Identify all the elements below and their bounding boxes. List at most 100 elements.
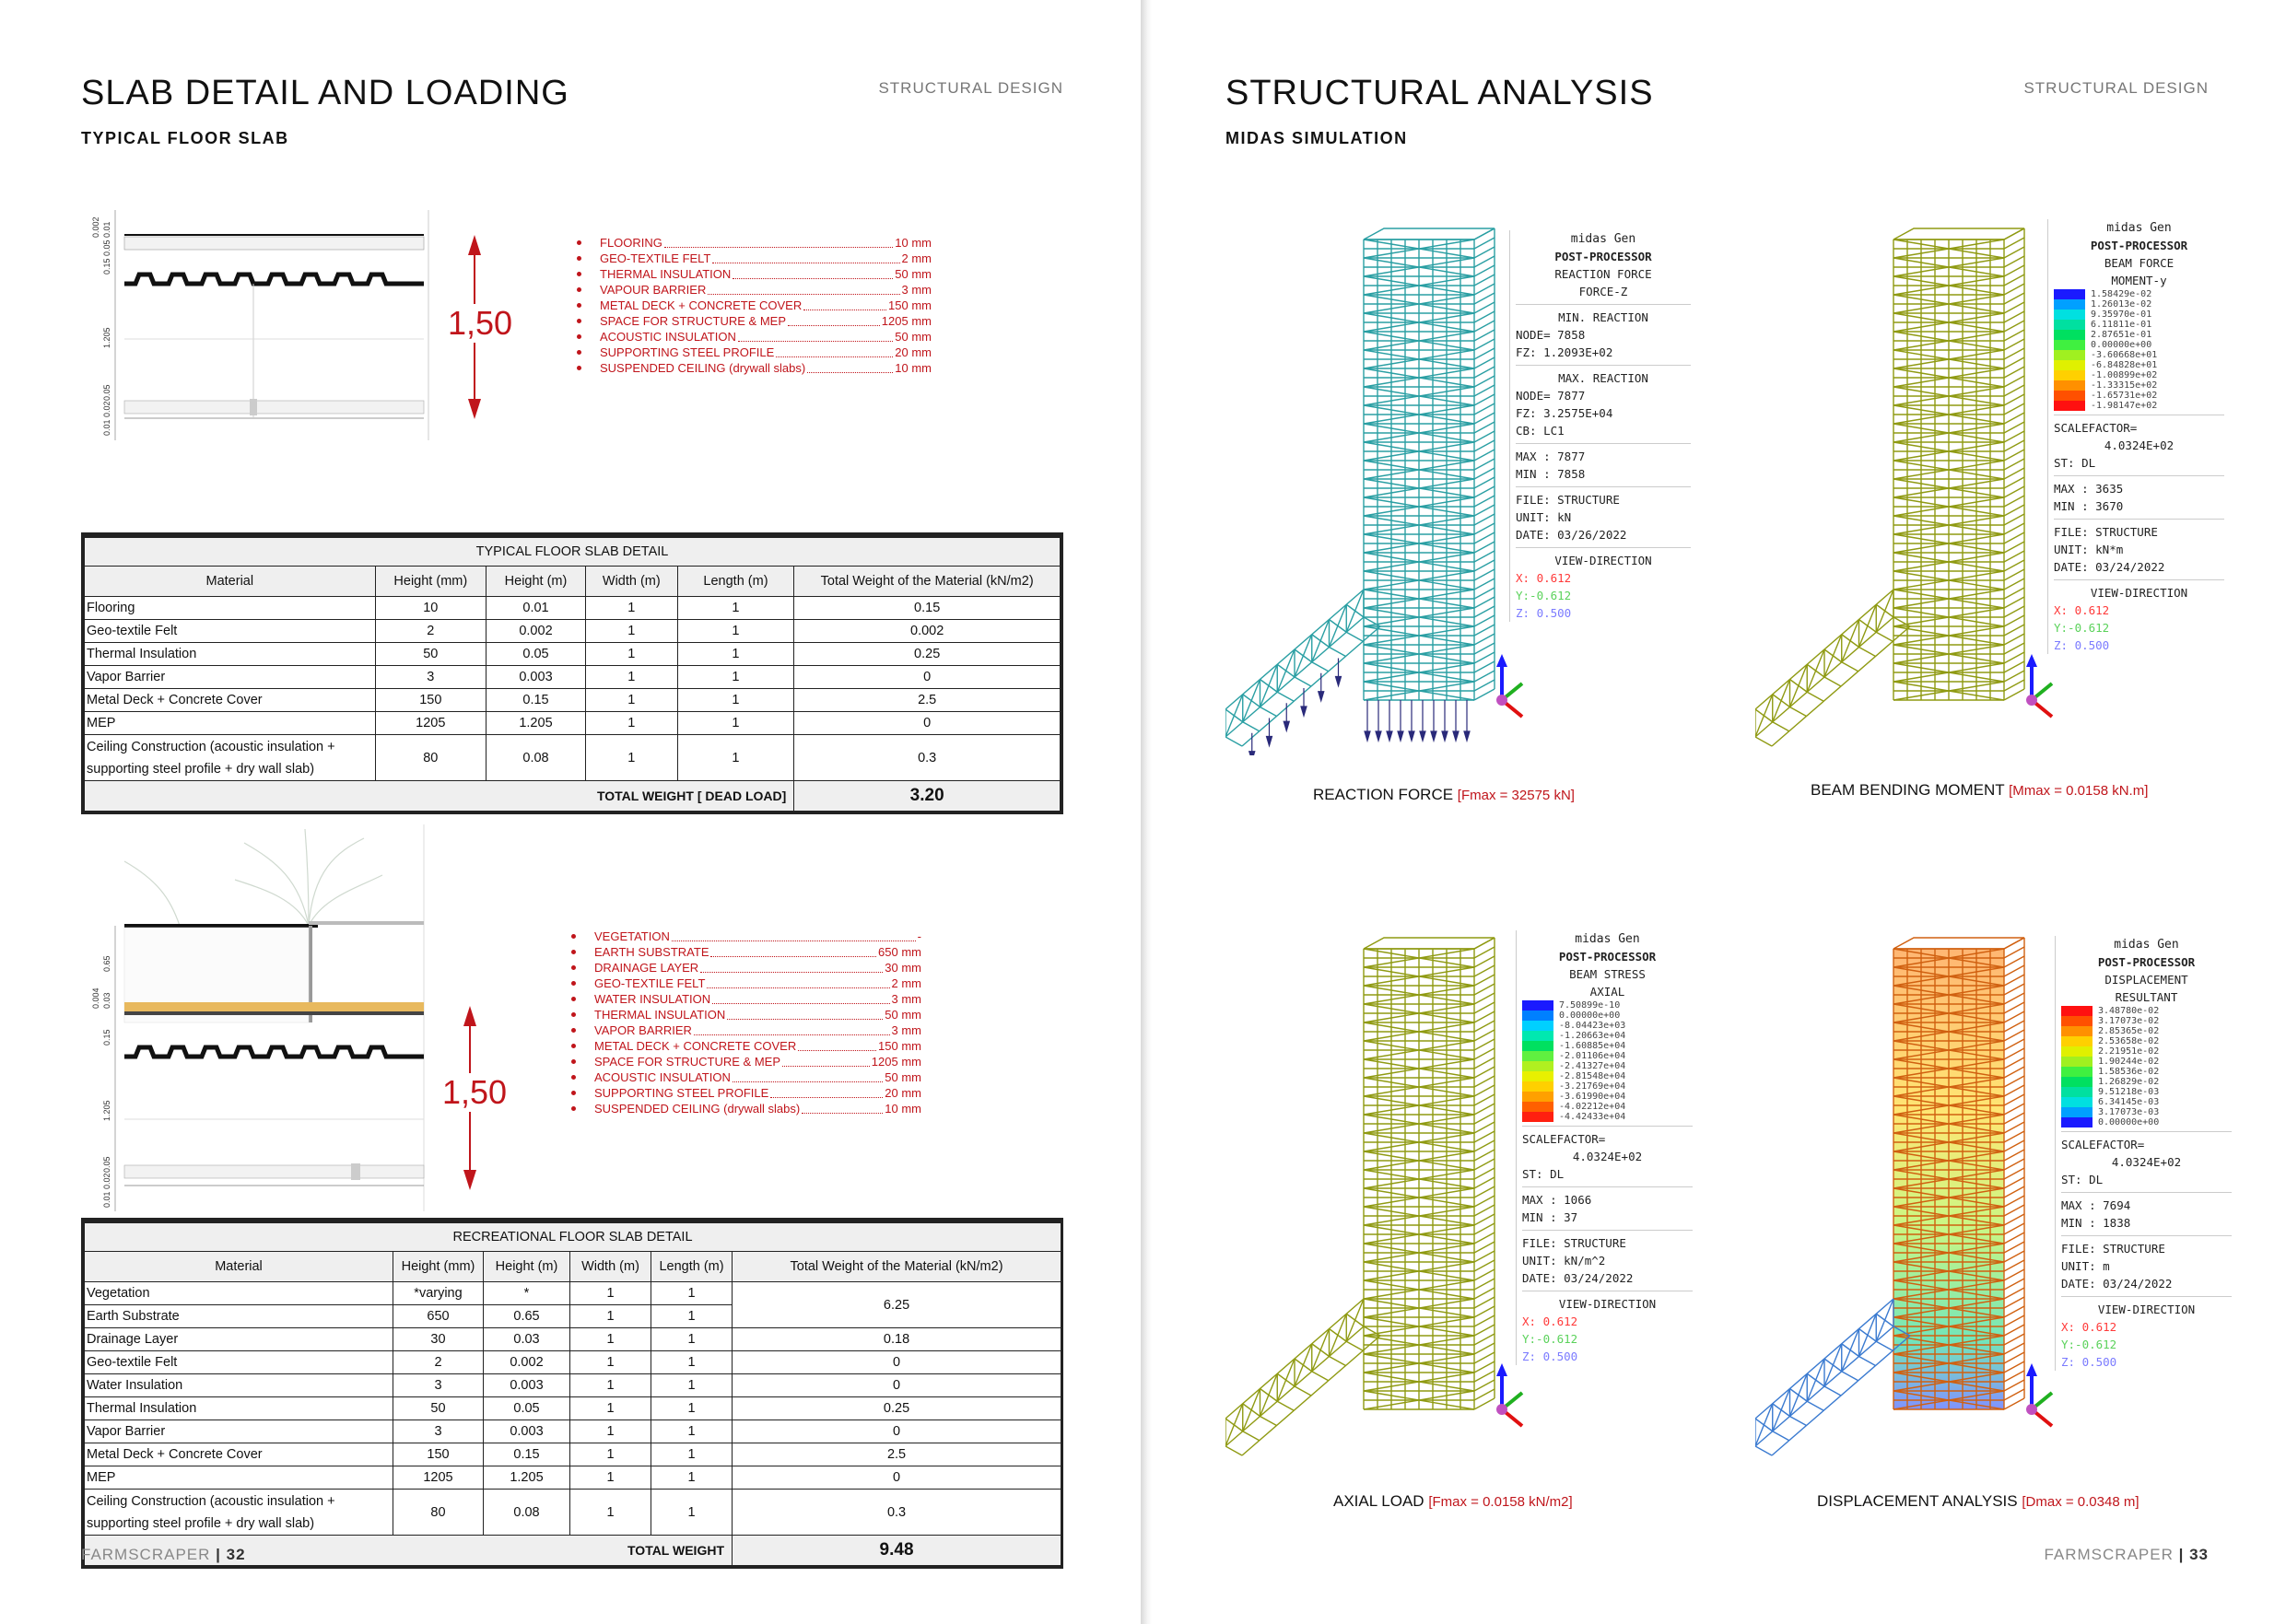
color-scale-value: 7.50899e-10 [1559,1000,1621,1011]
table-cell: Ceiling Construction (acoustic insulatio… [84,734,376,781]
legend-layer-value: 150 mm [888,298,932,312]
table-cell: 2.5 [731,1443,1062,1466]
leader-dots [798,1041,877,1051]
color-scale-value: 6.34145e-03 [2098,1097,2160,1107]
legend-layer-name: ACOUSTIC INSULATION [600,330,736,344]
panel-divider [1522,1126,1693,1127]
bending-moment-info-panel: midas Gen POST-PROCESSOR BEAM FORCE MOMENT-… [2047,219,2224,654]
column-header: Material [84,566,376,597]
table-cell: 1 [651,1466,733,1490]
legend-layer-value: 50 mm [885,1070,921,1084]
panel-line: RESULTANT [2115,990,2178,1004]
table-cell: 1 [569,1466,651,1490]
legend-layer-name: EARTH SUBSTRATE [594,945,709,959]
panel-line: VIEW-DIRECTION [2090,586,2188,600]
table-cell: 3 [393,1420,484,1443]
table-cell: 0.65 [483,1304,570,1328]
footer-separator: | [2173,1546,2190,1563]
typical-legend-item: VAPOUR BARRIER 3 mm [577,282,932,298]
recreational-legend-item: VAPOR BARRIER 3 mm [571,1022,921,1038]
panel-divider [2054,519,2224,520]
panel-line: NODE= 7858 [1516,328,1586,342]
legend-layer-name: ACOUSTIC INSULATION [594,1070,731,1084]
table-cell: * [483,1281,570,1305]
column-header: Height (mm) [374,566,487,597]
table-row: Drainage Layer 30 0.03 1 1 0.18 [84,1327,1062,1351]
color-scale-value: 0.00000e+00 [2091,340,2152,350]
panel-divider [1522,1186,1693,1187]
color-scale-value: -1.20663e+04 [1559,1031,1626,1041]
table-row: Thermal Insulation 50 0.05 1 1 0.25 [84,1396,1062,1420]
recreational-dimension-label: 1,50 [440,1073,510,1112]
footer-separator: | [210,1546,227,1563]
panel-line: POST-PROCESSOR [1558,950,1657,964]
panel-line: POST-PROCESSOR [2090,239,2188,252]
panel-line: FILE: STRUCTURE [2061,1242,2165,1256]
bending-moment-caption-text: BEAM BENDING MOMENT [1811,781,2005,799]
legend-layer-value: 10 mm [895,361,932,375]
table-cell: 0.3 [793,734,1061,781]
leader-dots [803,300,887,310]
table-cell: Drainage Layer [84,1327,393,1351]
displacement-info-panel: midas Gen POST-PROCESSOR DISPLACEMENT RESUL… [2055,936,2232,1371]
displacement-caption-text: DISPLACEMENT ANALYSIS [1817,1492,2018,1510]
panel-divider [2061,1235,2232,1236]
table-cell: Geo-textile Felt [84,619,376,643]
typical-legend-item: ACOUSTIC INSULATION 50 mm [577,329,932,345]
color-scale-value: -3.61990e+04 [1559,1092,1626,1102]
footer-page-number: 33 [2189,1546,2209,1563]
table-header-row: Material Height (mm) Height (m) Width (m) Le… [84,566,1061,597]
legend-layer-name: VAPOUR BARRIER [600,283,707,297]
table-title: TYPICAL FLOOR SLAB DETAIL [84,535,1061,567]
displacement-model [1755,937,2054,1456]
bullet-icon [571,1044,576,1048]
footer-brand: FARMSCRAPER [81,1546,211,1563]
recreational-legend-item: METAL DECK + CONCRETE COVER 150 mm [571,1038,921,1054]
table-cell: 10 [374,596,487,620]
color-scale-value: 9.51218e-03 [2098,1087,2160,1097]
table-cell: 1 [584,642,678,666]
panel-line: MAX. REACTION [1558,371,1648,385]
total-label: TOTAL WEIGHT [84,1535,733,1566]
panel-line: DATE: 03/24/2022 [1522,1271,1634,1285]
color-scale-value: -4.42433e+04 [1559,1112,1626,1122]
panel-line: SCALEFACTOR= [2061,1138,2145,1151]
bending-moment-model [1755,228,2054,747]
panel-line: FORCE-Z [1578,285,1628,298]
recreational-legend-item: SPACE FOR STRUCTURE & MEP 1205 mm [571,1054,921,1069]
panel-line: UNIT: kN/m^2 [1522,1254,1606,1268]
bullet-icon [571,950,576,954]
color-scale-value: 2.87651e-01 [2091,330,2152,340]
typical-dim-label-2: 0.15 [102,258,111,275]
panel-line: POST-PROCESSOR [1554,250,1652,263]
legend-layer-value: 30 mm [885,961,921,975]
leader-dots [788,316,880,326]
footer-page-number: 32 [226,1546,246,1563]
page-footer: FARMSCRAPER | 33 [2044,1546,2209,1564]
table-cell: Vapor Barrier [84,1420,393,1443]
color-scale-value: 2.53658e-02 [2098,1036,2160,1046]
footer-brand: FARMSCRAPER [2044,1546,2174,1563]
table-row: MEP 1205 1.205 1 1 0 [84,1466,1062,1490]
typical-dim-label-3: 0.05 [102,240,111,256]
color-scale: 3.48780e-02 3.17073e-02 2.85365e-02 2.53658… [2061,1006,2232,1127]
legend-layer-name: SUSPENDED CEILING (drywall slabs) [594,1102,801,1116]
panel-line: Z: 0.500 [1522,1349,1578,1363]
panel-line: UNIT: m [2061,1259,2110,1273]
legend-layer-value: 20 mm [895,345,932,359]
table-cell: 0.15 [486,688,586,712]
leader-dots [782,1057,870,1067]
column-header: Height (m) [483,1251,570,1282]
recreational-legend-item: SUPPORTING STEEL PROFILE 20 mm [571,1085,921,1101]
table-cell: 80 [374,734,487,781]
panel-line: VIEW-DIRECTION [2097,1303,2196,1316]
typical-dim-label-1: 0.01 [102,221,111,238]
bridge-truss [1225,589,1381,747]
page-subtitle: TYPICAL FLOOR SLAB [81,129,289,147]
panel-line: midas Gen [1575,932,1640,946]
panel-line: MIN : 1838 [2061,1216,2131,1230]
panel-divider [2061,1296,2232,1297]
panel-divider [2054,579,2224,580]
typical-dim-label-6: 0.02 [102,401,111,417]
panel-line: midas Gen [1570,232,1636,246]
